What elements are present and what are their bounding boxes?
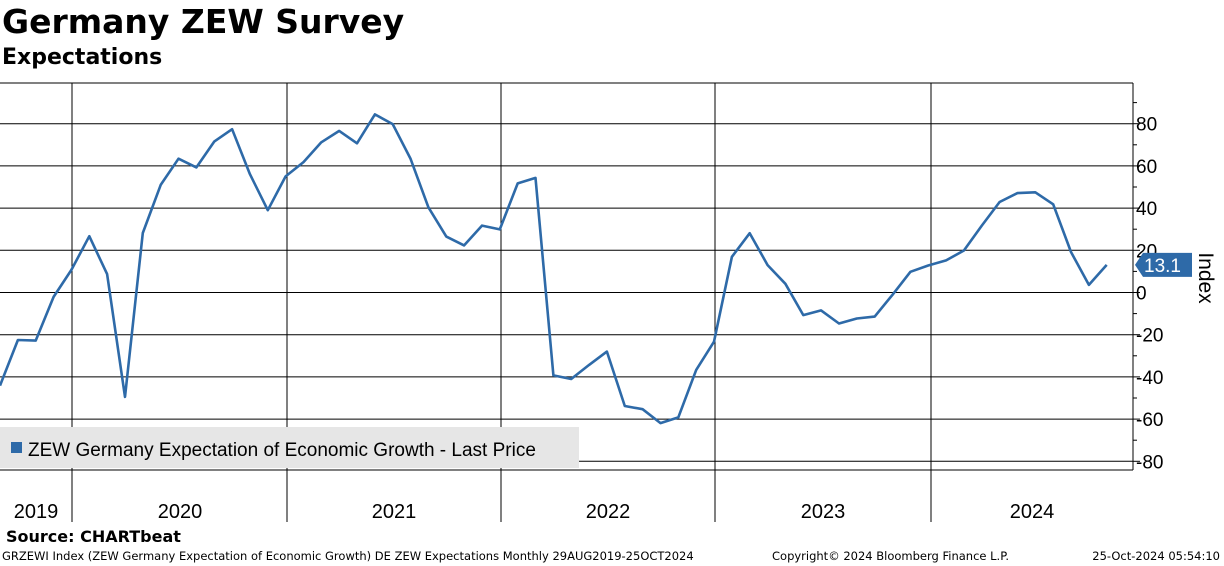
y-tick-label: -60 <box>1136 410 1163 431</box>
x-axis-year-labels: 2019 2020 2021 2022 2023 2024 <box>14 83 1055 523</box>
x-tick-label: 2020 <box>158 501 203 523</box>
legend-swatch <box>11 442 22 453</box>
y-tick-label: 0 <box>1136 284 1147 305</box>
y-tick-label: 60 <box>1136 157 1157 178</box>
y-tick-label: -20 <box>1136 326 1163 347</box>
y-tick-label: -80 <box>1136 452 1163 473</box>
y-axis-title: Index <box>1194 252 1217 304</box>
last-value-label: 13.1 <box>1144 256 1181 277</box>
last-value-badge: 13.1 <box>1135 252 1192 277</box>
x-tick-label: 2019 <box>14 501 59 523</box>
footer-copyright: Copyright© 2024 Bloomberg Finance L.P. <box>772 549 1009 563</box>
source-note: Source: CHARTbeat <box>6 527 181 546</box>
footer-timestamp: 25-Oct-2024 05:54:10 <box>1092 549 1220 563</box>
legend: ZEW Germany Expectation of Economic Grow… <box>0 427 579 468</box>
legend-box <box>0 427 579 468</box>
x-tick-label: 2021 <box>372 501 417 523</box>
x-tick-label: 2022 <box>586 501 631 523</box>
chart-title: Germany ZEW Survey <box>2 2 405 41</box>
chart-subtitle: Expectations <box>2 45 163 70</box>
last-value-marker <box>1135 252 1192 277</box>
grid-lines <box>0 82 1134 471</box>
y-tick-label: 40 <box>1136 199 1157 220</box>
footer-description: GRZEWI Index (ZEW Germany Expectation of… <box>2 549 694 563</box>
legend-label: ZEW Germany Expectation of Economic Grow… <box>28 440 536 461</box>
x-tick-label: 2024 <box>1010 501 1055 523</box>
y-tick-label: 80 <box>1136 115 1157 136</box>
series-lines <box>0 113 1108 425</box>
y-tick-label: -40 <box>1136 368 1163 389</box>
series-line <box>0 113 1108 425</box>
x-tick-label: 2023 <box>801 501 846 523</box>
